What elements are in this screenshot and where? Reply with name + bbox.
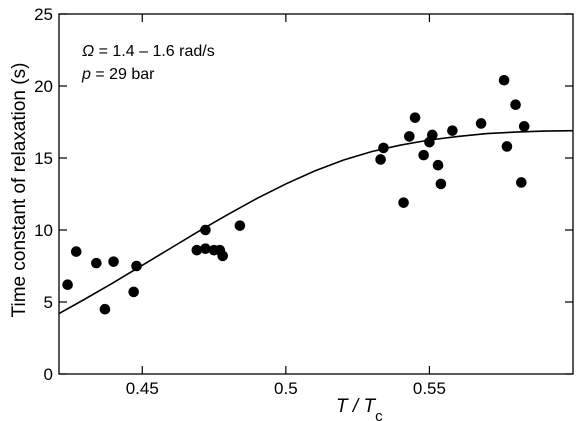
data-point	[378, 142, 389, 154]
data-point	[418, 149, 429, 161]
y-tick-label: 25	[34, 5, 53, 24]
data-point	[217, 250, 228, 262]
annotation-line-2: p = 29 bar	[81, 66, 155, 83]
data-point	[498, 74, 510, 86]
data-point	[191, 244, 203, 256]
data-point	[409, 112, 421, 123]
data-point	[398, 197, 409, 208]
y-tick-label: 0	[44, 365, 53, 384]
y-tick-label: 10	[34, 221, 53, 240]
x-axis-label-main: T / T	[336, 396, 376, 417]
annotation-p-value: = 29 bar	[91, 66, 155, 83]
data-point	[200, 243, 211, 255]
data-point	[510, 99, 521, 111]
data-point	[518, 121, 530, 132]
data-point	[501, 141, 513, 152]
data-point	[475, 118, 487, 129]
data-point	[70, 246, 82, 257]
data-point	[234, 220, 246, 231]
y-tick-label: 15	[34, 149, 53, 168]
y-tick-label: 5	[44, 293, 53, 312]
x-tick-label: 0.5	[274, 379, 298, 398]
data-point	[131, 260, 142, 272]
data-point	[447, 125, 458, 136]
data-point	[435, 178, 447, 190]
annotation-line-1: Ω = 1.4 – 1.6 rad/s	[82, 43, 215, 60]
data-point	[99, 303, 111, 315]
tick-labels: 0.45 0.5 0.55 0 5 10 15 20 25	[34, 5, 446, 398]
data-point	[432, 159, 444, 171]
data-point	[91, 257, 102, 269]
data-points	[62, 74, 530, 315]
data-point	[426, 129, 438, 141]
data-point	[516, 177, 527, 188]
data-point	[404, 131, 415, 142]
fit-curve	[58, 129, 574, 315]
data-point	[62, 279, 73, 291]
data-point	[108, 256, 119, 267]
x-axis-label-sub: c	[375, 408, 383, 421]
annotation-omega-symbol: Ω	[82, 43, 94, 60]
data-point	[200, 224, 211, 236]
x-axis-label: T / Tc	[336, 396, 383, 421]
axis-ticks	[59, 13, 573, 375]
x-tick-label: 0.55	[413, 379, 446, 398]
data-point	[128, 286, 139, 298]
x-tick-label: 0.45	[126, 379, 159, 398]
y-axis-label: Time constant of relaxation (s)	[9, 63, 30, 318]
annotation-omega-value: = 1.4 – 1.6 rad/s	[94, 43, 215, 60]
annotation-p-symbol: p	[81, 66, 91, 83]
y-tick-label: 20	[34, 77, 53, 96]
plot-frame	[58, 13, 574, 375]
data-point	[375, 154, 386, 165]
